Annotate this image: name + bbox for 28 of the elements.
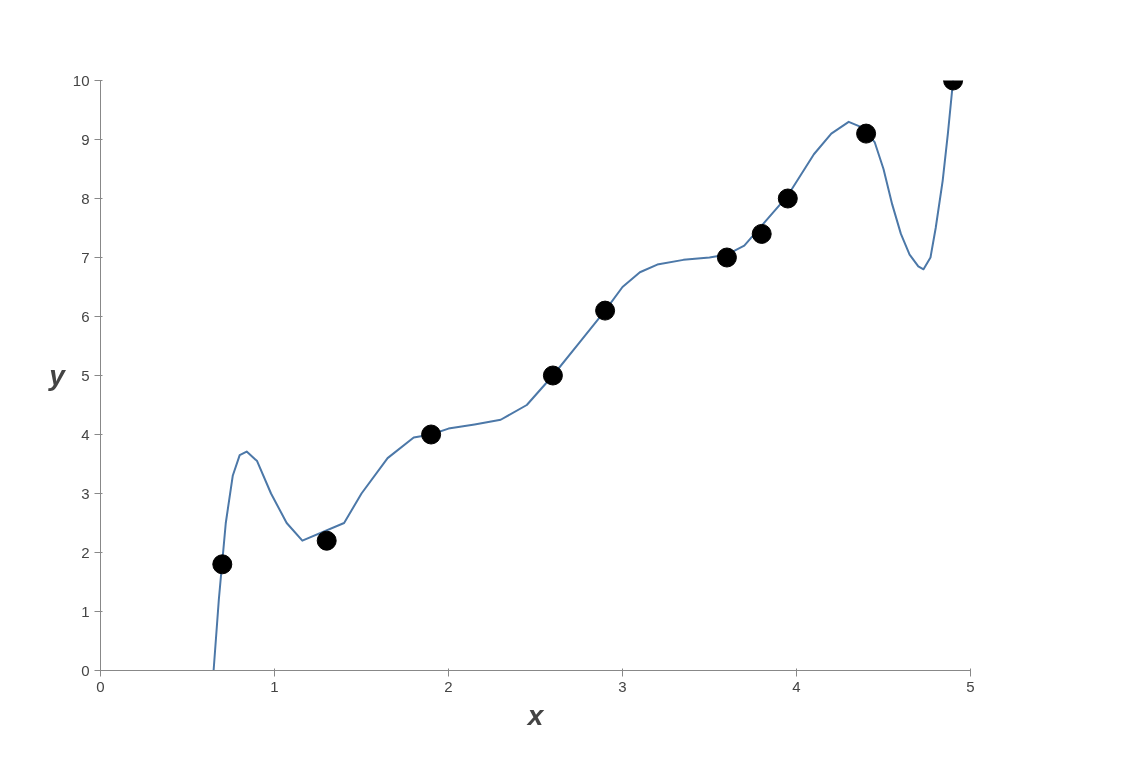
point [316,530,337,551]
y-tick-label: 9 [81,130,90,148]
point [856,123,877,144]
y-tick-label: 2 [81,543,90,561]
y-tick-label: 4 [81,425,90,443]
x-tick-label: 5 [966,677,975,695]
y-tick-label: 7 [81,248,90,266]
x-tick-label: 3 [618,677,627,695]
point [751,223,772,244]
x-tick-label: 2 [444,677,453,695]
point [777,188,798,209]
y-tick-label: 5 [81,366,90,384]
point [595,300,616,321]
x-tick-label: 0 [96,677,105,695]
x-axis-title: x [525,699,545,731]
y-tick-label: 0 [81,661,90,679]
y-tick-label: 3 [81,484,90,502]
y-axis-title: y [47,360,67,391]
y-tick-label: 8 [81,189,90,207]
x-tick-label: 4 [792,677,801,695]
point [542,365,563,386]
point [212,554,233,575]
x-tick-label: 1 [270,677,279,695]
point [716,247,737,268]
y-tick-label: 1 [81,602,90,620]
y-tick-label: 10 [72,71,90,89]
y-tick-label: 6 [81,307,90,325]
point [421,424,442,445]
